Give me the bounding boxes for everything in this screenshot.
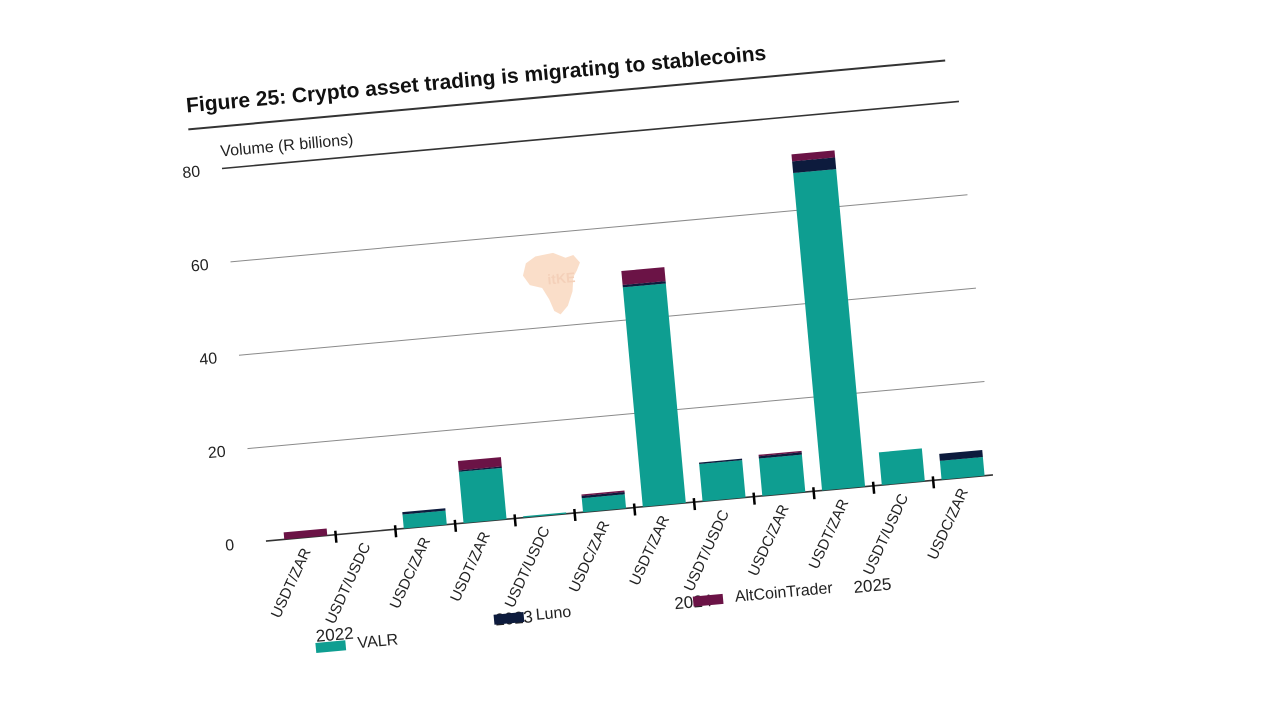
bar-2023-usdt-zar-valr: [458, 467, 507, 524]
legend-label-luno: Luno: [535, 603, 573, 624]
group-separator: [453, 519, 458, 532]
x-tick-label-2024-usdc-zar: USDC/ZAR: [745, 502, 793, 579]
group-label-2025: 2025: [853, 575, 892, 597]
legend-item-valr: VALR: [315, 632, 399, 657]
bar-2025-usdt-usdc-valr: [878, 448, 925, 486]
bar-2023-usdt-zar-luno: [458, 466, 502, 472]
x-tick-label-2023-usdt-zar: USDT/ZAR: [447, 529, 494, 604]
bar-2024-usdt-usdc-luno: [699, 458, 743, 464]
x-tick-mark: [513, 514, 517, 527]
bar-2024-usdc-zar-valr: [758, 454, 806, 496]
x-tick-label-2024-usdt-usdc: USDT/USDC: [681, 507, 733, 594]
x-tick-label-2025-usdt-usdc: USDT/USDC: [860, 491, 912, 578]
legend-swatch-altcointrader: [692, 593, 724, 607]
y-tick-label-40: 40: [199, 350, 218, 369]
legend-label-valr: VALR: [356, 631, 399, 653]
bar-2023-usdc-zar-altcointrader: [581, 490, 625, 496]
x-tick-mark: [692, 497, 697, 511]
watermark-logo: itKE: [513, 244, 609, 322]
bar-2022-usdc-zar-valr: [402, 510, 447, 529]
group-separator: [812, 487, 816, 500]
bar-2025-usdt-zar-altcointrader: [791, 150, 836, 162]
bar-2024-usdc-zar-altcointrader: [758, 450, 802, 457]
bar-2022-usdt-zar-altcointrader: [283, 528, 328, 540]
x-tick-mark: [931, 476, 936, 489]
x-tick-label-2022-usdt-zar: USDT/ZAR: [268, 545, 315, 620]
bar-2024-usdt-zar-altcointrader: [621, 267, 666, 286]
bar-2025-usdc-zar-luno: [939, 449, 983, 461]
x-tick-mark: [752, 492, 756, 505]
legend-swatch-valr: [315, 640, 347, 653]
x-tick-label-2025-usdt-zar: USDT/ZAR: [806, 496, 853, 571]
bar-2023-usdc-zar-valr: [581, 494, 627, 513]
bar-2022-usdc-zar-luno: [402, 508, 446, 515]
bar-2023-usdc-zar-luno: [581, 491, 625, 499]
x-tick-label-2022-usdt-usdc: USDT/USDC: [322, 540, 374, 627]
gridline-40: [238, 287, 976, 356]
group-separator: [632, 503, 637, 516]
x-axis-baseline: [265, 474, 994, 542]
bar-2023-usdt-zar-altcointrader: [457, 457, 502, 471]
x-tick-label-2025-usdc-zar: USDC/ZAR: [924, 486, 972, 563]
y-tick-label-60: 60: [190, 257, 209, 276]
gridline-20: [247, 381, 985, 450]
bar-2024-usdt-zar-valr: [622, 283, 686, 507]
bar-2025-usdc-zar-valr: [939, 456, 985, 480]
y-tick-label-0: 0: [225, 537, 236, 555]
y-tick-label-80: 80: [182, 164, 201, 183]
x-tick-label-2022-usdc-zar: USDC/ZAR: [387, 535, 435, 612]
x-tick-mark: [334, 530, 338, 543]
x-tick-mark: [393, 525, 398, 538]
bar-2024-usdt-zar-luno: [622, 281, 666, 288]
bar-2024-usdc-zar-luno: [758, 452, 802, 459]
bar-2024-usdt-usdc-valr: [699, 460, 746, 502]
x-tick-label-2023-usdc-zar: USDC/ZAR: [566, 518, 614, 595]
legend-swatch-luno: [493, 612, 525, 625]
bar-2025-usdt-zar-valr: [793, 169, 866, 491]
bar-2023-usdt-usdc-valr: [523, 512, 567, 518]
gridline-80: [221, 100, 960, 170]
x-tick-label-2023-usdt-usdc: USDT/USDC: [502, 524, 554, 611]
y-tick-label-20: 20: [207, 444, 226, 463]
figure: Figure 25: Crypto asset trading is migra…: [124, 0, 1076, 699]
x-tick-mark: [871, 481, 876, 494]
bar-2025-usdt-zar-luno: [792, 157, 837, 174]
x-tick-mark: [573, 508, 577, 522]
africa-icon: [522, 252, 580, 315]
gridline-60: [230, 194, 968, 263]
x-tick-label-2024-usdt-zar: USDT/ZAR: [626, 513, 673, 588]
y-axis-label: Volume (R billions): [220, 132, 354, 161]
watermark-text: itKE: [546, 268, 577, 288]
